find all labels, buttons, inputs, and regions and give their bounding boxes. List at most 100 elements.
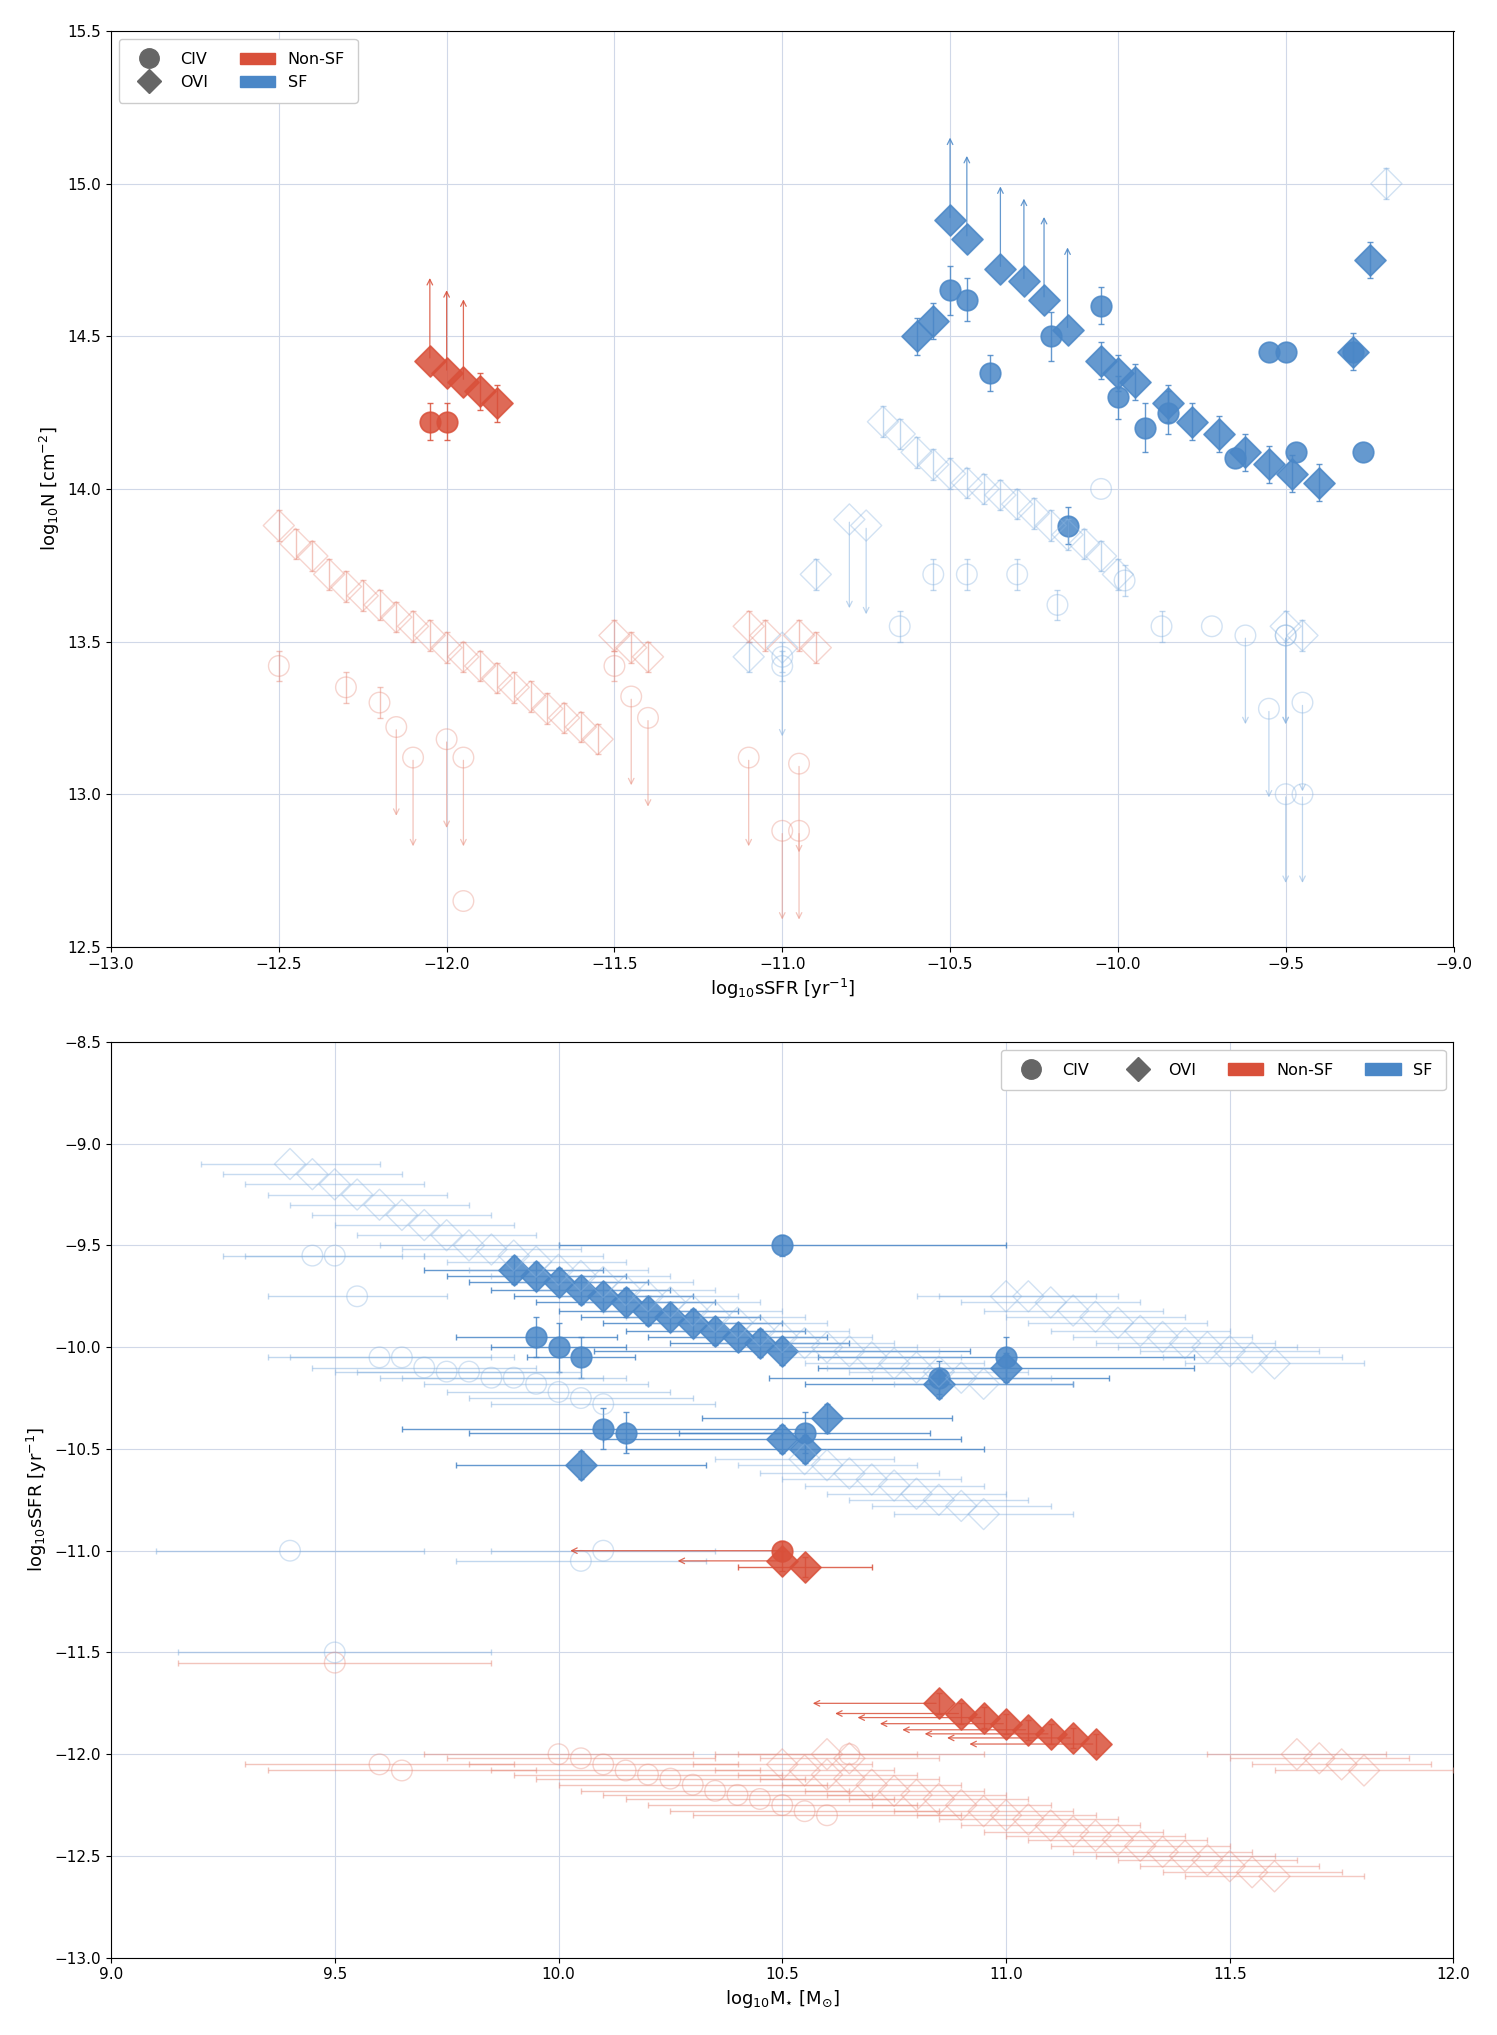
Point xyxy=(1004,488,1028,521)
Point xyxy=(266,649,290,682)
Point xyxy=(323,1646,347,1679)
Point xyxy=(457,1355,481,1388)
Point xyxy=(681,1306,705,1339)
Point xyxy=(1090,472,1114,505)
Point xyxy=(1274,619,1298,651)
Point xyxy=(1039,1809,1063,1842)
Point xyxy=(636,1280,660,1313)
Point xyxy=(1257,448,1281,480)
Point xyxy=(988,252,1012,285)
Point xyxy=(452,885,476,918)
Point xyxy=(418,344,442,376)
Point xyxy=(681,1768,705,1801)
Point xyxy=(972,472,996,505)
Point xyxy=(1106,558,1130,590)
Point xyxy=(921,448,945,480)
Point xyxy=(278,1148,302,1180)
Point xyxy=(1061,1294,1085,1327)
Point xyxy=(921,305,945,338)
Point xyxy=(927,1484,951,1516)
Point xyxy=(346,1178,370,1211)
Point xyxy=(904,1477,928,1510)
Point xyxy=(1016,1803,1040,1836)
Point xyxy=(771,1335,795,1368)
Point xyxy=(518,680,542,712)
Point xyxy=(1358,244,1382,277)
Point xyxy=(1341,336,1365,368)
Point xyxy=(1290,686,1314,718)
Point xyxy=(524,1368,548,1400)
Legend: CIV, OVI, Non-SF, SF: CIV, OVI, Non-SF, SF xyxy=(1001,1050,1446,1091)
Point xyxy=(1274,336,1298,368)
Point xyxy=(401,610,425,643)
Point xyxy=(1090,289,1114,322)
Point xyxy=(1129,1315,1153,1347)
Point xyxy=(283,527,307,560)
Point xyxy=(792,1754,816,1787)
Point xyxy=(659,1286,683,1319)
Point xyxy=(787,747,811,779)
Point xyxy=(1274,619,1298,651)
Point xyxy=(479,1233,503,1266)
Point xyxy=(704,1315,728,1347)
Point xyxy=(1350,435,1374,468)
Point xyxy=(1039,319,1063,352)
Point xyxy=(485,661,509,694)
Point xyxy=(334,672,358,704)
Point xyxy=(1129,1829,1153,1862)
Point xyxy=(546,1331,570,1363)
Point xyxy=(569,1341,593,1374)
Point xyxy=(1352,1754,1376,1787)
Point xyxy=(888,417,912,450)
Point xyxy=(334,570,358,602)
Point xyxy=(787,814,811,847)
Point xyxy=(620,631,644,663)
Point xyxy=(385,600,409,633)
Point xyxy=(418,405,442,438)
Point xyxy=(434,356,458,389)
Point xyxy=(501,672,525,704)
Point xyxy=(1201,610,1225,643)
Point xyxy=(814,1738,838,1770)
Point xyxy=(1151,1836,1175,1868)
Point xyxy=(927,1368,951,1400)
Point xyxy=(1106,1823,1130,1856)
Point xyxy=(266,509,290,541)
Point xyxy=(1341,336,1365,368)
Point xyxy=(1031,283,1055,315)
Point xyxy=(726,1306,750,1339)
Point xyxy=(882,1347,906,1380)
Point xyxy=(1090,539,1114,572)
Point xyxy=(1257,336,1281,368)
Point xyxy=(434,722,458,755)
Point xyxy=(1004,558,1028,590)
Point xyxy=(814,1758,838,1791)
Point xyxy=(904,319,928,352)
Point xyxy=(301,1158,325,1190)
Point xyxy=(569,710,593,743)
Point xyxy=(988,478,1012,511)
Point xyxy=(1262,1347,1286,1380)
Point xyxy=(726,1321,750,1353)
Point xyxy=(591,1748,615,1781)
Point xyxy=(1223,442,1247,474)
Legend: CIV, OVI, Non-SF, SF: CIV, OVI, Non-SF, SF xyxy=(118,39,358,102)
Point xyxy=(412,1351,436,1384)
Point xyxy=(569,1449,593,1481)
Point xyxy=(1174,1840,1198,1872)
Point xyxy=(546,1376,570,1408)
Point xyxy=(1307,1742,1331,1775)
Point xyxy=(737,641,760,674)
Point xyxy=(368,686,392,718)
Point xyxy=(346,1280,370,1313)
Point xyxy=(748,1783,772,1815)
Point xyxy=(1196,1844,1220,1876)
Point xyxy=(457,1229,481,1262)
Point xyxy=(904,435,928,468)
Point xyxy=(485,387,509,419)
Point xyxy=(771,1534,795,1567)
Point xyxy=(1274,610,1298,643)
Point xyxy=(792,1551,816,1583)
Point xyxy=(278,1534,302,1567)
Point xyxy=(771,1422,795,1455)
